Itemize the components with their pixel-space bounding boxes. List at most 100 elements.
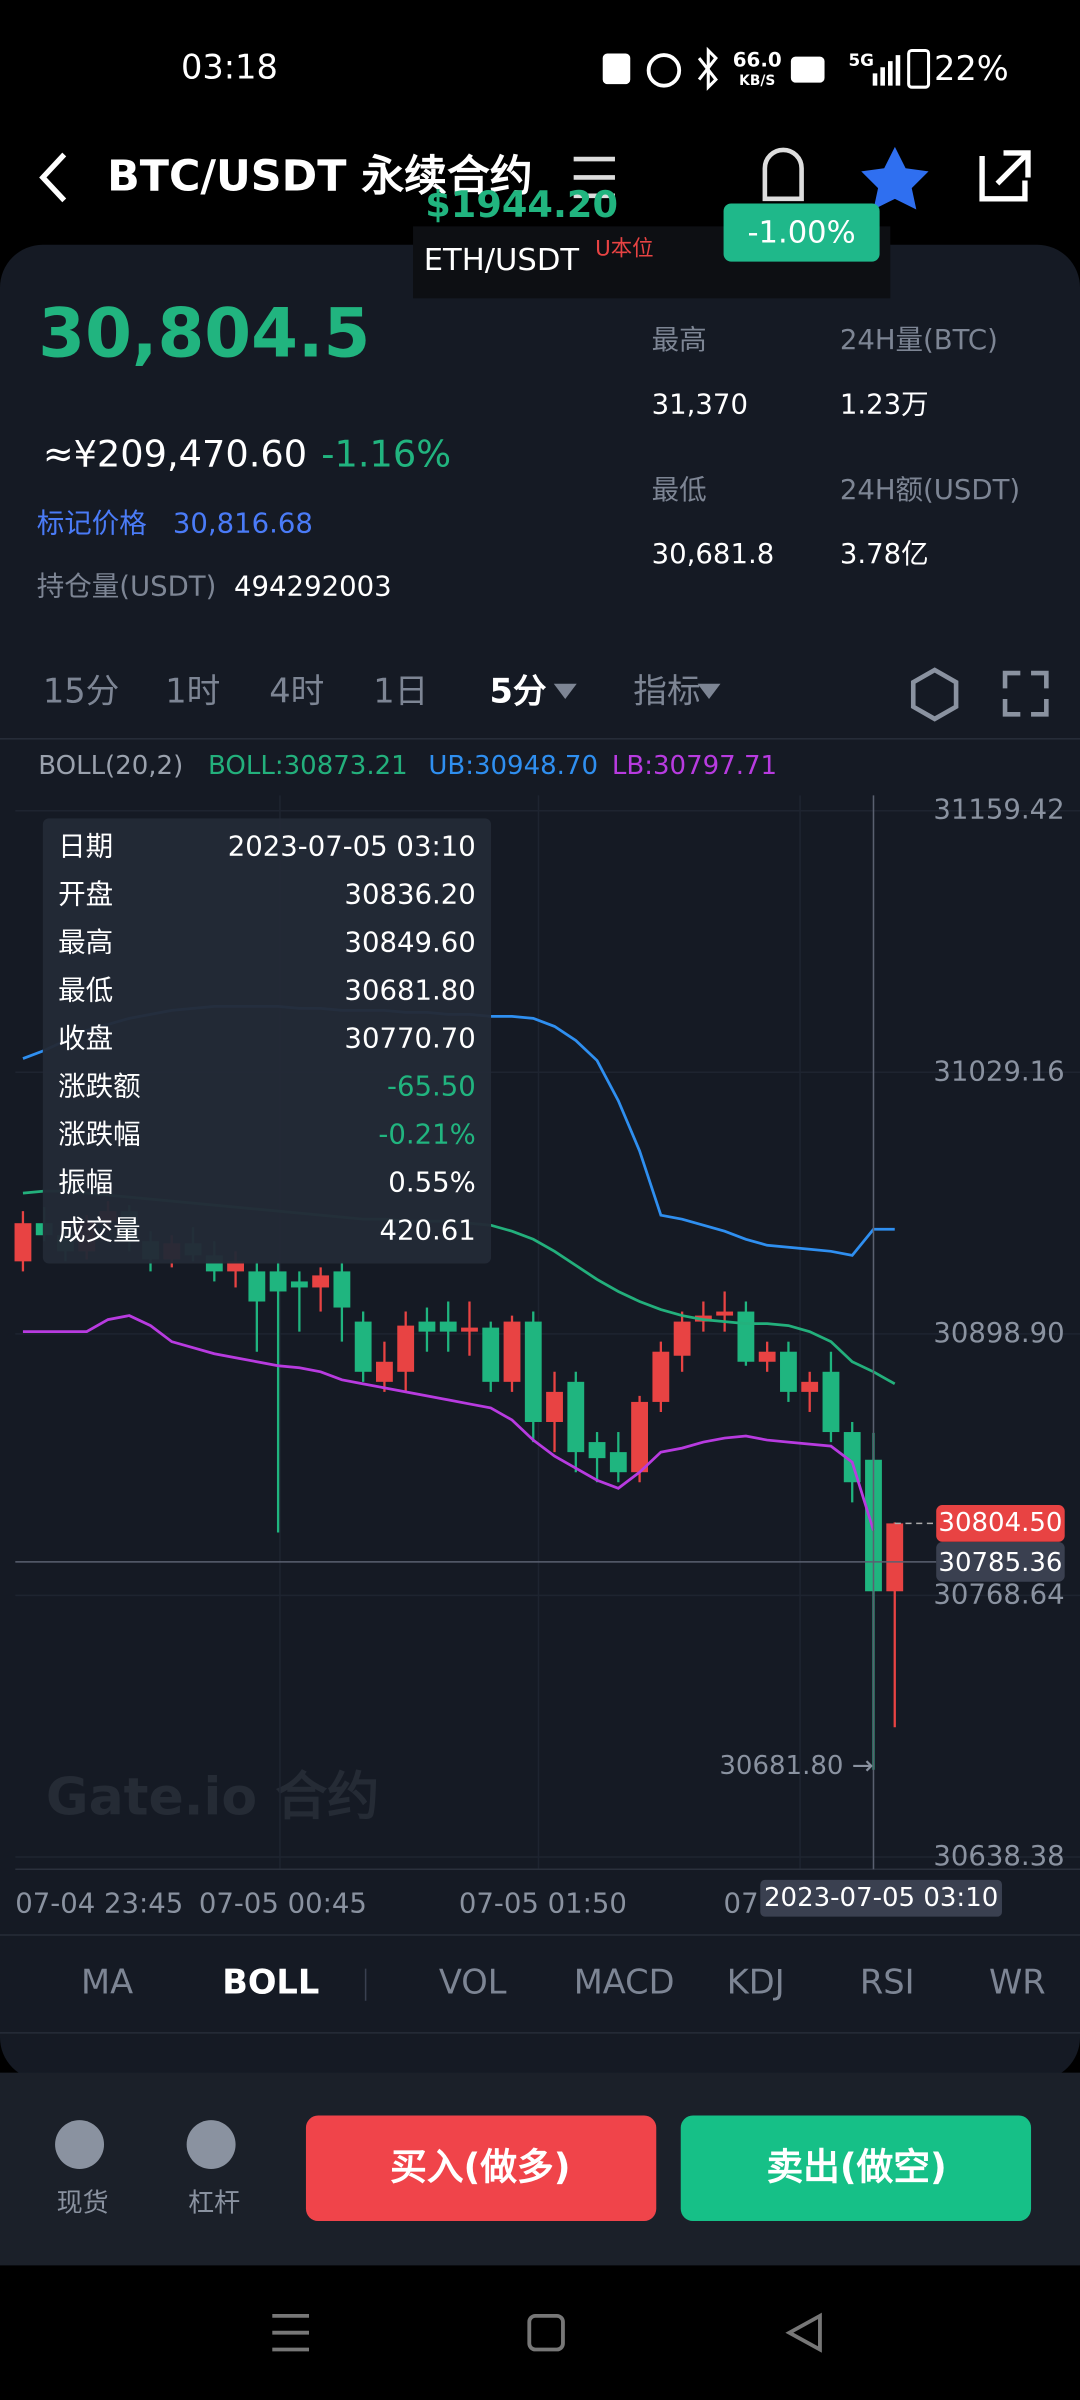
candle-body xyxy=(609,1452,627,1473)
candle-body xyxy=(14,1223,32,1262)
crosshair-price-tag xyxy=(936,1541,1065,1582)
candle-body xyxy=(822,1371,840,1433)
sell-button[interactable] xyxy=(680,2115,1032,2222)
stat-label: 24H额(USDT) xyxy=(840,474,1020,506)
status-time: 03:18 xyxy=(181,47,278,86)
x-tick-label: 07-05 01:50 xyxy=(459,1887,627,1919)
crosshair-time-label: 2023-07-05 03:10 xyxy=(764,1883,998,1913)
net-unit: KB/S xyxy=(739,73,775,89)
interval-tab[interactable]: 1日 xyxy=(373,671,428,710)
interval-tab[interactable]: 5分 xyxy=(490,671,547,710)
tooltip-value: -0.21% xyxy=(378,1119,475,1151)
tooltip-label: 最低 xyxy=(58,975,113,1007)
back-button[interactable] xyxy=(39,152,67,203)
interval-tab[interactable]: 指标 xyxy=(633,671,700,710)
page-title: BTC/USDT 永续合约 xyxy=(107,151,533,201)
indicator-tab[interactable]: WR xyxy=(989,1962,1046,2001)
candle-body xyxy=(758,1351,776,1362)
interval-tab[interactable]: 1时 xyxy=(165,671,220,710)
tooltip-label: 最高 xyxy=(58,926,113,958)
nfc-icon xyxy=(602,53,631,85)
x-tick-label: 07 xyxy=(724,1887,759,1919)
candle-body xyxy=(439,1321,457,1332)
candle-body xyxy=(673,1321,691,1356)
margin-icon[interactable] xyxy=(186,2120,236,2170)
popup-pair[interactable]: ETH/USDT xyxy=(424,243,580,278)
battery-level: 22% xyxy=(934,49,1009,88)
stat-value: 31,370 xyxy=(652,388,748,420)
stat-value: 3.78亿 xyxy=(840,538,929,570)
candle-body xyxy=(354,1321,372,1372)
tooltip-label: 开盘 xyxy=(58,878,113,910)
candle-body xyxy=(503,1321,521,1382)
candle-body xyxy=(631,1401,648,1473)
mark-price-label: 标记价格 xyxy=(37,508,147,540)
crosshair-time-tag xyxy=(760,1879,1002,1917)
stat-value: 1.23万 xyxy=(840,388,929,420)
candle-body xyxy=(737,1311,755,1362)
interval-tab[interactable]: 4时 xyxy=(269,671,324,710)
indicator-tab[interactable]: BOLL xyxy=(222,1962,319,2001)
candle-body xyxy=(418,1321,436,1332)
tooltip-value: -65.50 xyxy=(387,1071,476,1103)
candle-body xyxy=(886,1523,904,1592)
candle-body xyxy=(482,1327,500,1382)
settings-button[interactable] xyxy=(910,667,959,722)
candle-body xyxy=(716,1311,734,1316)
indicator-tab[interactable]: KDJ xyxy=(727,1962,785,2001)
tooltip-label: 收盘 xyxy=(58,1023,113,1055)
indicator-legend: BOLL:30873.21 xyxy=(208,751,408,781)
y-tick-label: 30768.64 xyxy=(933,1578,1064,1610)
last-price-tag xyxy=(936,1505,1065,1542)
fullscreen-button[interactable] xyxy=(1002,670,1049,717)
popup-tag: U本位 xyxy=(595,236,653,261)
x-tick-label: 07-04 23:45 xyxy=(15,1887,183,1919)
menu-button[interactable] xyxy=(573,156,615,199)
nav-menu[interactable] xyxy=(272,2313,310,2352)
watermark: Gate.io 合约 xyxy=(46,1767,379,1827)
tooltip-value: 30836.20 xyxy=(344,878,475,910)
main-panel xyxy=(0,244,1080,2081)
mark-price: 30,816.68 xyxy=(173,508,313,540)
candle-body xyxy=(780,1351,797,1392)
dropdown-arrow xyxy=(697,683,721,700)
tooltip-value: 30681.80 xyxy=(344,975,475,1007)
battery-icon xyxy=(907,48,931,89)
buy-label[interactable]: 买入(做多) xyxy=(390,2146,570,2189)
tooltip-label: 涨跌额 xyxy=(58,1071,141,1103)
share-button[interactable] xyxy=(979,150,1031,202)
alarm-icon xyxy=(646,53,682,88)
nav-home[interactable] xyxy=(527,2313,565,2352)
open-interest: 494292003 xyxy=(234,570,392,602)
indicator-tab[interactable]: RSI xyxy=(860,1962,915,2001)
indicator-tab[interactable]: VOL xyxy=(439,1962,507,2001)
sell-label[interactable]: 卖出(做空) xyxy=(766,2146,946,2189)
candle-body xyxy=(269,1271,287,1292)
interval-tab[interactable]: 15分 xyxy=(43,671,119,710)
favorite-button[interactable] xyxy=(861,146,929,210)
dropdown-arrow xyxy=(553,683,577,700)
indicator-legend: UB:30948.70 xyxy=(428,751,598,781)
alert-button[interactable] xyxy=(762,147,804,202)
nav-back[interactable] xyxy=(785,2312,822,2353)
tooltip-bg xyxy=(42,818,492,1264)
last-price-label: 30804.50 xyxy=(938,1508,1062,1538)
indicator-tab[interactable]: MACD xyxy=(574,1962,675,2001)
stat-label: 24H量(BTC) xyxy=(840,324,998,356)
spot-label[interactable]: 现货 xyxy=(57,2189,109,2219)
y-tick-label: 30898.90 xyxy=(933,1317,1064,1349)
candle-body xyxy=(588,1442,606,1459)
indicator-tab[interactable]: MA xyxy=(81,1962,133,2001)
popup-price: $1944.20 xyxy=(425,183,618,226)
margin-label[interactable]: 杠杆 xyxy=(188,2189,240,2219)
tooltip-value: 30770.70 xyxy=(344,1023,475,1055)
low-annotation: 30681.80 → xyxy=(719,1751,873,1781)
candle-body xyxy=(227,1261,244,1272)
spot-icon[interactable] xyxy=(55,2120,105,2170)
candle-body xyxy=(652,1351,670,1402)
buy-button[interactable] xyxy=(305,2115,657,2222)
hd-icon xyxy=(790,56,825,83)
candle-body xyxy=(567,1381,585,1453)
